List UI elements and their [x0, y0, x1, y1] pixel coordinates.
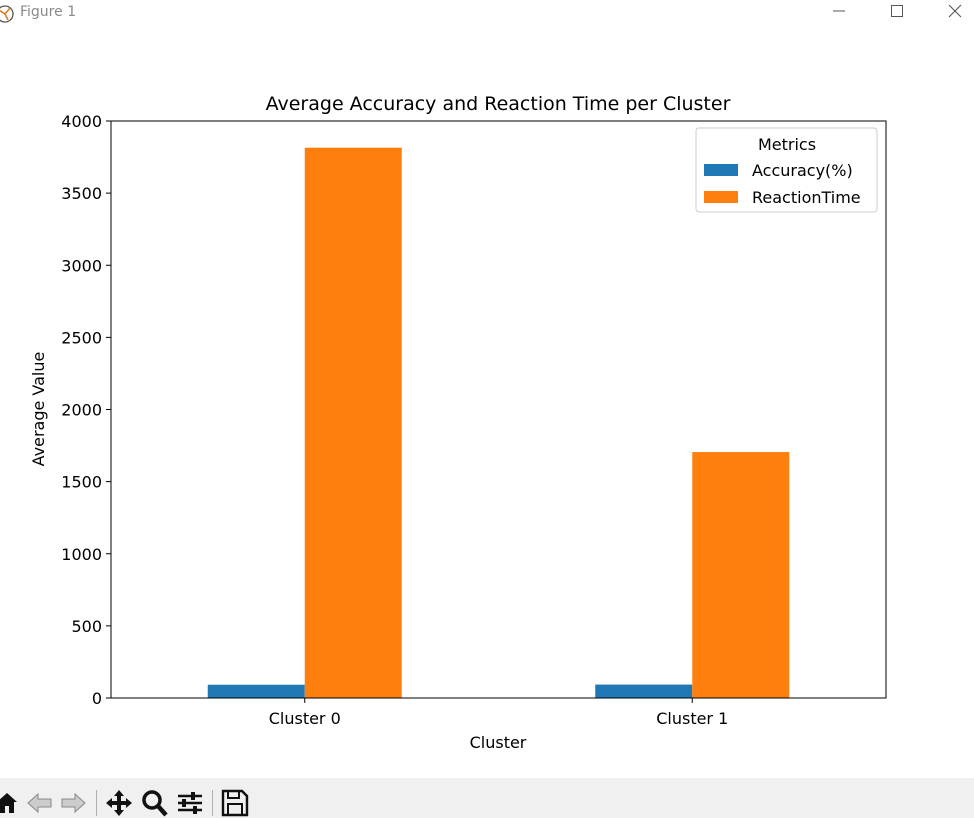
toolbar-separator	[96, 790, 97, 816]
forward-arrow-icon[interactable]	[58, 788, 88, 818]
bar-reactiontime-0	[304, 147, 402, 698]
maximize-icon[interactable]	[874, 0, 920, 26]
minimize-icon[interactable]	[816, 0, 862, 26]
y-tick-label: 1000	[61, 545, 102, 564]
bar-accuracy--0	[207, 684, 305, 698]
legend-label: ReactionTime	[752, 188, 861, 207]
window-title: Figure 1	[20, 4, 77, 20]
pan-move-icon[interactable]	[104, 788, 134, 818]
chart-title: Average Accuracy and Reaction Time per C…	[266, 93, 731, 115]
matplotlib-icon	[0, 5, 14, 23]
legend-label: Accuracy(%)	[752, 161, 853, 180]
legend-box	[695, 127, 878, 213]
y-axis-label: Average Value	[29, 352, 48, 467]
legend-entries: Accuracy(%) ReactionTime	[704, 161, 861, 207]
y-tick-label: 4000	[61, 112, 102, 131]
y-ticks: 0 500 1000 1500 2000 2500 3000 3500 4000	[61, 112, 111, 708]
x-tick-label: Cluster 1	[656, 709, 728, 728]
y-tick-label: 1500	[61, 473, 102, 492]
legend-title: Metrics	[758, 135, 816, 154]
y-tick-label: 3000	[61, 256, 102, 275]
back-arrow-icon[interactable]	[25, 788, 55, 818]
x-axis-label: Cluster	[470, 733, 527, 752]
y-tick-label: 2500	[61, 328, 102, 347]
y-tick-label: 500	[71, 617, 102, 636]
x-ticks: Cluster 0 Cluster 1	[269, 698, 728, 728]
legend: Metrics Accuracy(%) ReactionTime	[695, 127, 878, 213]
navigation-toolbar	[0, 778, 974, 818]
bar-accuracy--1	[595, 684, 693, 698]
window-titlebar: Figure 1	[0, 0, 974, 30]
y-tick-label: 3500	[61, 184, 102, 203]
legend-swatch	[704, 164, 738, 176]
bar-chart: Average Accuracy and Reaction Time per C…	[29, 93, 887, 752]
toolbar-separator	[212, 790, 213, 816]
zoom-magnifier-icon[interactable]	[140, 788, 170, 818]
close-icon[interactable]	[932, 0, 974, 26]
home-icon[interactable]	[0, 788, 24, 818]
configure-subplots-icon[interactable]	[175, 788, 205, 818]
save-floppy-icon[interactable]	[220, 788, 250, 818]
figure-canvas: Average Accuracy and Reaction Time per C…	[0, 30, 974, 778]
bar-reactiontime-1	[692, 452, 790, 698]
bars-layer	[207, 147, 790, 698]
y-tick-label: 0	[92, 689, 102, 708]
y-tick-label: 2000	[61, 401, 102, 420]
legend-swatch	[704, 191, 738, 203]
x-tick-label: Cluster 0	[269, 709, 341, 728]
